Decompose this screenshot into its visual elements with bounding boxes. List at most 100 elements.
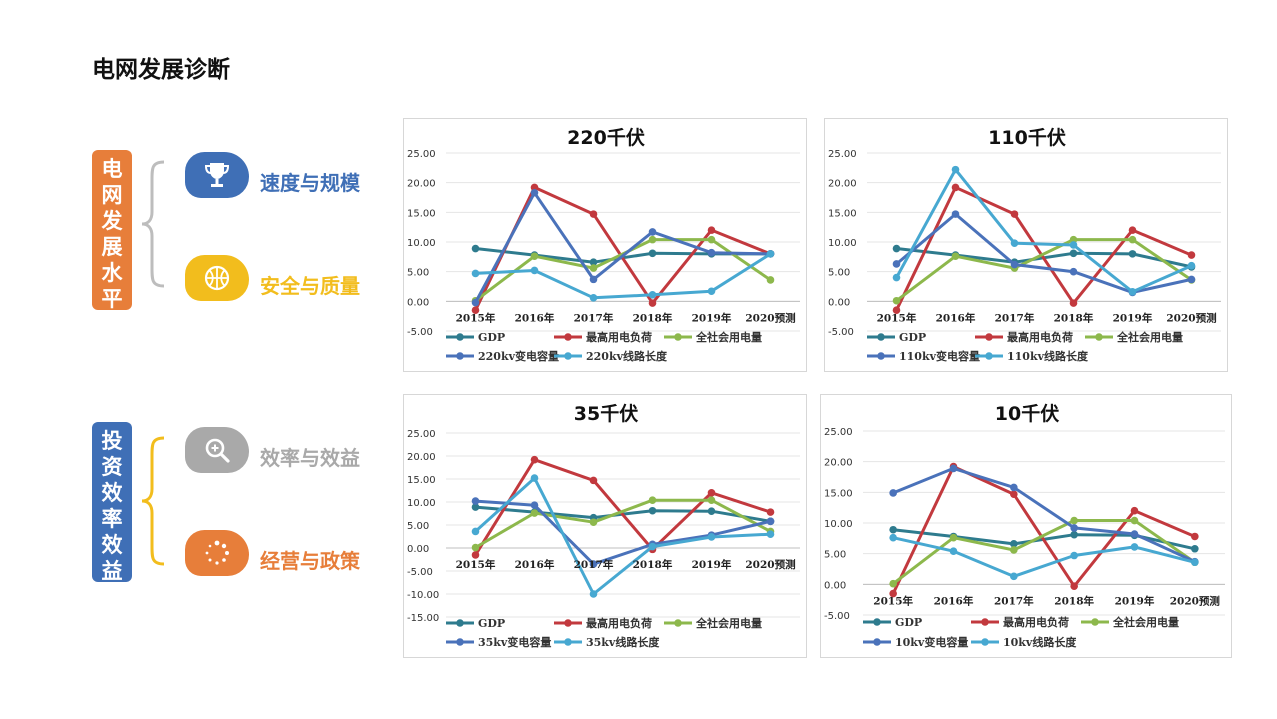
data-point	[707, 248, 716, 257]
x-tick-label: 2019年	[692, 558, 732, 571]
data-point	[1128, 235, 1137, 244]
brace-yellow	[141, 436, 165, 566]
series-line	[474, 191, 771, 304]
x-tick-label: 2015年	[877, 311, 917, 324]
y-tick-label: 20.00	[824, 458, 853, 469]
x-tick-label: 2020预测	[1166, 311, 1216, 324]
data-point	[892, 273, 901, 282]
data-point	[949, 547, 958, 556]
data-point	[1069, 267, 1078, 276]
y-tick-label: -5.00	[824, 611, 850, 622]
series-line	[475, 499, 771, 566]
y-tick-label: 15.00	[407, 475, 436, 486]
category-efficiency-benefit-button[interactable]	[185, 427, 249, 473]
magnifier-icon	[205, 438, 230, 463]
y-tick-label: 15.00	[407, 208, 436, 219]
legend-marker	[1095, 333, 1103, 341]
y-tick-label: -5.00	[828, 327, 854, 338]
data-point	[892, 244, 901, 253]
data-point	[949, 533, 958, 542]
legend-label: 35kv线路长度	[586, 635, 660, 649]
data-point	[471, 527, 480, 536]
category-operation-policy-label[interactable]: 经营与政策	[260, 549, 360, 573]
data-point	[707, 287, 716, 296]
chart-title: 35千伏	[574, 402, 638, 425]
series-line	[892, 519, 1196, 585]
data-point	[530, 252, 539, 261]
data-point	[1010, 572, 1018, 581]
data-point	[1130, 543, 1139, 551]
y-tick-label: 10.00	[828, 238, 857, 249]
chart-title: 220千伏	[567, 126, 645, 149]
section-label-char: 益	[101, 559, 123, 583]
y-tick-label: 0.00	[407, 297, 429, 308]
legend-marker	[674, 333, 682, 341]
x-tick-label: 2016年	[934, 594, 974, 607]
x-tick-label: 2016年	[936, 311, 976, 324]
legend-label: 全社会用电量	[695, 330, 762, 344]
series-line	[474, 476, 771, 596]
x-tick-label: 2017年	[994, 594, 1034, 607]
legend-marker	[873, 618, 881, 626]
section-label-char: 资	[101, 455, 123, 479]
series-line	[895, 185, 1193, 311]
section-label-char: 投	[101, 429, 123, 453]
data-point	[951, 183, 960, 192]
legend-marker	[564, 619, 572, 627]
legend-marker	[456, 619, 464, 627]
series-line	[474, 185, 772, 311]
category-safety-quality-label[interactable]: 安全与质量	[260, 274, 360, 298]
category-efficiency-benefit-label[interactable]: 效率与效益	[260, 446, 360, 470]
category-speed-scale-button[interactable]	[185, 152, 249, 198]
data-point	[1069, 249, 1078, 258]
data-point	[530, 188, 539, 197]
data-point	[471, 298, 480, 307]
legend-label: 最高用电负荷	[1007, 330, 1073, 344]
x-tick-label: 2017年	[574, 558, 614, 571]
data-point	[1128, 288, 1137, 296]
y-tick-label: 10.00	[407, 498, 436, 509]
legend-label: GDP	[895, 616, 922, 629]
data-point	[1070, 524, 1078, 532]
chart-110kv: 110千伏 25.00 20.00 15.00 10.00 5.00 0.00 -5.00 20…	[828, 126, 1221, 363]
series-line	[474, 498, 772, 549]
data-point	[889, 579, 897, 588]
y-tick-label: 15.00	[828, 208, 857, 219]
data-point	[471, 269, 480, 278]
category-safety-quality-button[interactable]	[185, 255, 249, 301]
y-tick-label: 20.00	[828, 179, 857, 190]
y-tick-label: 0.00	[828, 297, 850, 308]
legend-marker	[564, 638, 572, 646]
x-tick-label: 2018年	[1054, 311, 1094, 324]
data-point	[892, 260, 901, 268]
y-tick-label: -10.00	[407, 590, 439, 601]
data-point	[1070, 530, 1078, 539]
y-tick-label: 25.00	[407, 429, 436, 440]
y-tick-label: 25.00	[407, 149, 436, 160]
series-line	[475, 252, 772, 300]
data-point	[1128, 250, 1137, 258]
category-operation-policy-button[interactable]	[185, 530, 249, 576]
x-tick-label: 2020预测	[745, 311, 795, 324]
x-tick-label: 2020预测	[745, 558, 795, 571]
section-label-char: 展	[101, 235, 123, 259]
data-point	[589, 518, 598, 527]
data-point	[766, 530, 775, 538]
chart-title: 110千伏	[988, 126, 1066, 149]
series-line	[474, 458, 771, 556]
chart-35kv: 35千伏 25.00 20.00 15.00 10.00 5.00 0.00 -5.00 -10…	[407, 402, 800, 649]
x-tick-label: 2016年	[515, 558, 555, 571]
data-point	[530, 509, 539, 517]
x-tick-label: 2016年	[515, 311, 555, 324]
data-point	[707, 533, 716, 541]
x-tick-label: 2018年	[633, 558, 673, 571]
section-label-char: 平	[101, 287, 123, 311]
data-point	[648, 506, 657, 515]
legend-label: 全社会用电量	[1112, 615, 1179, 629]
category-speed-scale-label[interactable]: 速度与规模	[260, 171, 360, 195]
data-point	[648, 496, 657, 504]
legend-label: GDP	[478, 331, 505, 344]
legend-marker	[981, 618, 989, 626]
legend-label: 全社会用电量	[695, 616, 762, 630]
legend-label: 220kv变电容量	[478, 349, 559, 363]
